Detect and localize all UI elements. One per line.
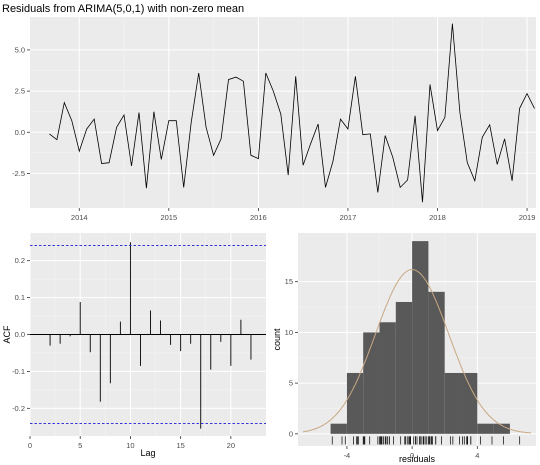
histogram-x-tick-label: 4 bbox=[475, 451, 479, 460]
acf-x-tick-label: 0 bbox=[28, 441, 32, 450]
histogram-bar bbox=[444, 372, 462, 434]
residuals-series-line bbox=[49, 23, 535, 203]
histogram-bar bbox=[428, 291, 445, 434]
histogram-x-tick-label: -4 bbox=[344, 451, 351, 460]
residuals-x-tick-label: 2015 bbox=[160, 213, 177, 222]
acf-plot: 0 5 10 15 20 -0.2 -0.1 0.0 0.1 0.2 Lag ACF bbox=[2, 233, 266, 458]
acf-x-tick-label: 10 bbox=[126, 441, 134, 450]
acf-y-tick-label: 0.1 bbox=[15, 293, 25, 302]
residuals-x-tick-label: 2019 bbox=[519, 213, 536, 222]
histogram-bar bbox=[395, 301, 413, 434]
histogram-y-axis-label: count bbox=[272, 328, 282, 351]
histogram-x-tick-label: 0 bbox=[410, 451, 414, 460]
histogram-bar bbox=[477, 423, 494, 434]
residuals-y-tick-label: 0.0 bbox=[15, 128, 25, 137]
residuals-time-plot: 2014 2015 2016 2017 2018 2019 -2.5 0.0 2.5 5.0 bbox=[12, 17, 536, 222]
histogram-y-tick-label: 10 bbox=[285, 328, 293, 337]
histogram-y-tick-label: 5 bbox=[289, 379, 293, 388]
residuals-y-tick-label: 5.0 bbox=[15, 45, 25, 54]
histogram-bar bbox=[330, 423, 347, 434]
acf-y-axis-label: ACF bbox=[2, 325, 12, 344]
acf-y-tick-label: 0.2 bbox=[15, 256, 25, 265]
acf-x-tick-label: 5 bbox=[78, 441, 82, 450]
acf-x-tick-label: 20 bbox=[227, 441, 235, 450]
histogram-bar bbox=[461, 372, 478, 434]
residual-histogram-plot: -4 0 4 0 5 10 15 residuals count bbox=[272, 233, 536, 464]
acf-x-tick-label: 15 bbox=[176, 441, 184, 450]
histogram-bar bbox=[412, 241, 429, 434]
density-curve bbox=[302, 268, 532, 434]
histogram-bar bbox=[379, 322, 396, 434]
histogram-x-axis-label: residuals bbox=[399, 454, 436, 464]
residuals-y-tick-label: -2.5 bbox=[12, 169, 25, 178]
residuals-x-tick-label: 2016 bbox=[250, 213, 267, 222]
histogram-y-tick-label: 15 bbox=[285, 277, 293, 286]
acf-y-tick-label: -0.1 bbox=[12, 367, 25, 376]
acf-y-tick-label: -0.2 bbox=[12, 404, 25, 413]
residuals-x-tick-label: 2017 bbox=[340, 213, 357, 222]
histogram-bar bbox=[363, 332, 380, 434]
acf-x-axis-label: Lag bbox=[140, 448, 155, 458]
residuals-x-tick-label: 2018 bbox=[429, 213, 446, 222]
residuals-y-tick-label: 2.5 bbox=[15, 87, 25, 96]
residuals-x-tick-label: 2014 bbox=[71, 213, 88, 222]
histogram-bar bbox=[493, 423, 510, 434]
histogram-y-tick-label: 0 bbox=[289, 429, 293, 438]
histogram-bar bbox=[346, 372, 364, 434]
residuals-panel-bg bbox=[30, 17, 536, 208]
acf-y-tick-label: 0.0 bbox=[15, 330, 25, 339]
chart-title: Residuals from ARIMA(5,0,1) with non-zer… bbox=[2, 3, 244, 15]
